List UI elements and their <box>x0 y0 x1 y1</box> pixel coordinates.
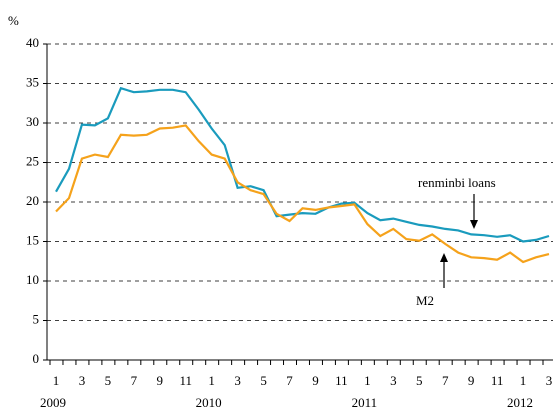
x-tick-label: 1 <box>364 373 371 388</box>
x-tick-label: 1 <box>208 373 215 388</box>
series-annotation: M2 <box>416 293 434 308</box>
y-tick-label: 10 <box>26 272 39 287</box>
y-tick-label: 15 <box>26 232 39 247</box>
x-tick-label: 5 <box>260 373 267 388</box>
x-tick-label: 3 <box>234 373 241 388</box>
x-tick-label: 9 <box>468 373 475 388</box>
x-tick-label: 7 <box>286 373 293 388</box>
x-tick-label: 1 <box>53 373 60 388</box>
x-tick-label: 5 <box>105 373 112 388</box>
y-tick-label: 30 <box>26 114 39 129</box>
x-tick-label: 11 <box>335 373 348 388</box>
x-tick-label: 5 <box>416 373 423 388</box>
y-tick-label: 20 <box>26 193 39 208</box>
x-tick-label: 3 <box>79 373 86 388</box>
year-label: 2009 <box>40 395 66 410</box>
y-tick-label: 40 <box>26 35 39 50</box>
series-line <box>55 86 550 243</box>
y-tick-label: 35 <box>26 74 39 89</box>
x-tick-label: 9 <box>312 373 319 388</box>
annotation-arrowhead <box>440 253 448 262</box>
series-annotation: renminbi loans <box>418 175 496 190</box>
series-line <box>55 124 550 264</box>
y-tick-label: 25 <box>26 153 39 168</box>
year-label: 2012 <box>507 395 533 410</box>
x-tick-label: 3 <box>390 373 397 388</box>
annotation-arrowhead <box>470 220 478 229</box>
y-tick-label: 5 <box>33 311 40 326</box>
year-label: 2010 <box>196 395 222 410</box>
y-tick-label: 0 <box>33 351 40 366</box>
y-axis-label: % <box>8 13 19 28</box>
x-tick-label: 3 <box>546 373 553 388</box>
x-tick-label: 9 <box>157 373 164 388</box>
x-tick-label: 11 <box>179 373 192 388</box>
x-tick-label: 11 <box>491 373 504 388</box>
x-tick-label: 7 <box>131 373 138 388</box>
year-label: 2011 <box>352 395 378 410</box>
x-tick-label: 1 <box>520 373 527 388</box>
x-tick-label: 7 <box>442 373 449 388</box>
